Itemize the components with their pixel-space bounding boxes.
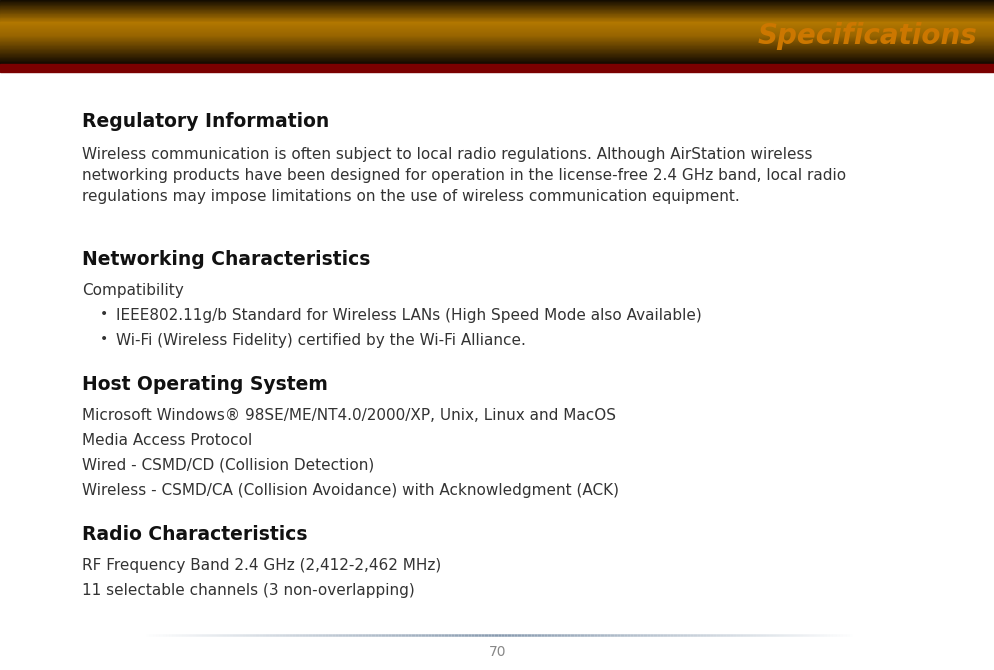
Text: 11 selectable channels (3 non-overlapping): 11 selectable channels (3 non-overlappin… — [82, 583, 414, 598]
Bar — [0, 61, 994, 62]
Bar — [0, 23, 994, 24]
Bar — [0, 38, 994, 40]
Bar — [0, 60, 994, 61]
Bar — [0, 14, 994, 15]
Bar — [0, 28, 994, 29]
Bar — [0, 33, 994, 34]
Bar — [0, 62, 994, 63]
Bar — [0, 0, 994, 1]
Bar — [0, 42, 994, 43]
Text: networking products have been designed for operation in the license-free 2.4 GHz: networking products have been designed f… — [82, 168, 845, 183]
Text: Regulatory Information: Regulatory Information — [82, 112, 329, 131]
Bar — [0, 41, 994, 42]
Text: Wireless - CSMD/CA (Collision Avoidance) with Acknowledgment (ACK): Wireless - CSMD/CA (Collision Avoidance)… — [82, 483, 618, 498]
Bar — [0, 58, 994, 59]
Text: IEEE802.11g/b Standard for Wireless LANs (High Speed Mode also Available): IEEE802.11g/b Standard for Wireless LANs… — [116, 308, 701, 323]
Bar — [0, 31, 994, 32]
Bar — [0, 22, 994, 23]
Text: Wi-Fi (Wireless Fidelity) certified by the Wi-Fi Alliance.: Wi-Fi (Wireless Fidelity) certified by t… — [116, 333, 526, 348]
Text: Radio Characteristics: Radio Characteristics — [82, 525, 307, 544]
Bar — [0, 11, 994, 12]
Text: Wired - CSMD/CD (Collision Detection): Wired - CSMD/CD (Collision Detection) — [82, 458, 374, 473]
Bar — [0, 32, 994, 33]
Text: Microsoft Windows® 98SE/ME/NT4.0/2000/XP, Unix, Linux and MacOS: Microsoft Windows® 98SE/ME/NT4.0/2000/XP… — [82, 408, 615, 423]
Bar — [0, 55, 994, 56]
Bar — [0, 21, 994, 22]
Text: RF Frequency Band 2.4 GHz (2,412-2,462 MHz): RF Frequency Band 2.4 GHz (2,412-2,462 M… — [82, 558, 440, 573]
Bar — [0, 24, 994, 25]
Bar — [0, 54, 994, 55]
Text: Networking Characteristics: Networking Characteristics — [82, 250, 370, 269]
Bar — [0, 19, 994, 20]
Text: Specifications: Specifications — [756, 22, 976, 50]
Bar — [0, 43, 994, 44]
Bar — [0, 25, 994, 26]
Text: •: • — [100, 332, 108, 346]
Bar — [0, 34, 994, 36]
Bar — [0, 51, 994, 52]
Bar — [0, 3, 994, 4]
Bar — [0, 63, 994, 64]
Text: Host Operating System: Host Operating System — [82, 375, 328, 394]
Bar — [0, 9, 994, 11]
Bar — [0, 57, 994, 58]
Bar — [0, 29, 994, 30]
Bar — [0, 36, 994, 37]
Bar — [0, 20, 994, 21]
Bar — [0, 12, 994, 13]
Bar — [0, 8, 994, 9]
Bar — [0, 46, 994, 47]
Text: Media Access Protocol: Media Access Protocol — [82, 433, 252, 448]
Bar — [0, 52, 994, 53]
Bar — [0, 30, 994, 31]
Bar — [0, 56, 994, 57]
Bar — [0, 4, 994, 5]
Bar — [0, 7, 994, 8]
Bar — [0, 18, 994, 19]
Bar — [0, 15, 994, 16]
Bar — [0, 53, 994, 54]
Bar — [0, 26, 994, 27]
Text: Wireless communication is often subject to local radio regulations. Although Air: Wireless communication is often subject … — [82, 147, 812, 162]
Bar — [0, 16, 994, 17]
Bar — [0, 37, 994, 38]
Bar — [0, 5, 994, 7]
Bar — [0, 50, 994, 51]
Bar — [0, 1, 994, 3]
Bar — [0, 47, 994, 48]
Bar — [0, 45, 994, 46]
Bar — [0, 64, 994, 72]
Text: Compatibility: Compatibility — [82, 283, 184, 298]
Text: regulations may impose limitations on the use of wireless communication equipmen: regulations may impose limitations on th… — [82, 189, 739, 204]
Bar — [0, 59, 994, 60]
Bar — [0, 44, 994, 45]
Bar — [0, 40, 994, 41]
Bar — [0, 13, 994, 14]
Bar — [0, 48, 994, 49]
Text: •: • — [100, 307, 108, 321]
Text: 70: 70 — [488, 645, 506, 659]
Bar — [0, 27, 994, 28]
Bar — [0, 49, 994, 50]
Bar — [0, 17, 994, 18]
